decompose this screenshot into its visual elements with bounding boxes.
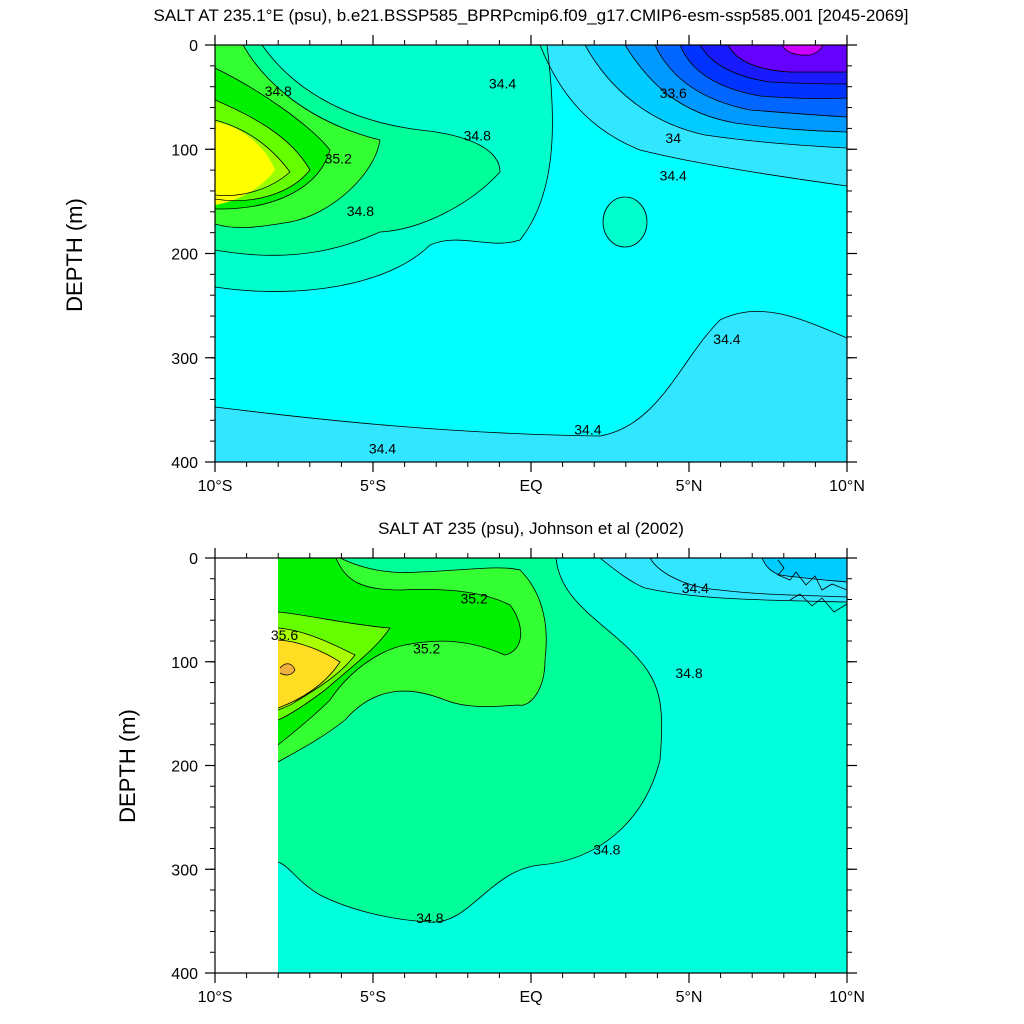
top-x-tick-label: 10°S <box>198 478 233 495</box>
bottom-x-tick-label: 5°N <box>676 989 703 1006</box>
bottom-x-tick-label: 10°S <box>198 989 233 1006</box>
bottom-contour-label: 34.8 <box>416 910 443 926</box>
bottom-contour-label: 35.6 <box>271 627 298 643</box>
top-y-tick-label: 200 <box>171 247 198 264</box>
bottom-contour-label: 34.8 <box>675 665 702 681</box>
top-x-tick-label: 5°S <box>360 478 386 495</box>
bottom-x-tick-label: 5°S <box>360 989 386 1006</box>
bottom-contour-fill <box>278 558 847 973</box>
bottom-y-axis-label: DEPTH (m) <box>115 709 140 823</box>
top-contour-labels: 34.8 34.4 33.6 34.8 35.2 34 34.4 34.8 34.4 34.4 34… <box>265 76 741 457</box>
top-contour-label: 34.8 <box>265 83 292 99</box>
bottom-y-tick-label: 400 <box>171 966 198 983</box>
top-panel: SALT AT 235.1°E (psu), b.e21.BSSP585_BPR… <box>62 6 908 495</box>
top-y-tick-label: 300 <box>171 351 198 368</box>
bottom-contour-labels: 35.2 34.4 35.6 35.2 34.8 34.8 34.8 <box>271 580 709 926</box>
bottom-contour-label: 35.2 <box>413 640 440 656</box>
bottom-chart-title: SALT AT 235 (psu), Johnson et al (2002) <box>378 519 684 538</box>
top-x-tick-label: 5°N <box>676 478 703 495</box>
bottom-y-tick-label: 200 <box>171 759 198 776</box>
top-y-tick-label: 0 <box>189 38 198 55</box>
bottom-x-tick-label: 10°N <box>829 989 865 1006</box>
top-contour-label: 34.4 <box>574 422 601 438</box>
bottom-x-tick-label: EQ <box>519 989 542 1006</box>
top-contour-label: 34.4 <box>660 167 687 183</box>
top-contour-label: 35.2 <box>325 151 352 167</box>
top-contour-label: 33.6 <box>660 85 687 101</box>
top-contour-fill <box>215 45 847 462</box>
bottom-y-tick-label: 0 <box>189 551 198 568</box>
top-contour-label: 34.8 <box>464 128 491 144</box>
bottom-contour-label: 35.2 <box>460 591 487 607</box>
top-contour-label: 34.4 <box>713 331 740 347</box>
top-y-tick-label: 100 <box>171 142 198 159</box>
bottom-contour-label: 34.4 <box>682 580 709 596</box>
top-x-tick-label: 10°N <box>829 478 865 495</box>
bottom-contour-label: 34.8 <box>593 842 620 858</box>
bottom-y-tick-label: 100 <box>171 655 198 672</box>
top-contour-label: 34 <box>665 130 681 146</box>
top-x-tick-label: EQ <box>519 478 542 495</box>
top-contour-label: 34.8 <box>347 203 374 219</box>
bottom-panel: SALT AT 235 (psu), Johnson et al (2002) <box>115 519 865 1006</box>
bottom-y-tick-label: 300 <box>171 862 198 879</box>
top-chart-title: SALT AT 235.1°E (psu), b.e21.BSSP585_BPR… <box>154 6 909 25</box>
top-y-axis-label: DEPTH (m) <box>62 198 87 312</box>
top-contour-label: 34.4 <box>369 440 396 456</box>
bottom-axes: 10°S 5°S EQ 5°N 10°N 0 100 200 300 400 <box>171 548 865 1006</box>
top-axes: 10°S 5°S EQ 5°N 10°N 0 100 200 300 400 <box>171 35 865 495</box>
top-y-tick-label: 400 <box>171 455 198 472</box>
top-contour-label: 34.4 <box>489 76 516 92</box>
